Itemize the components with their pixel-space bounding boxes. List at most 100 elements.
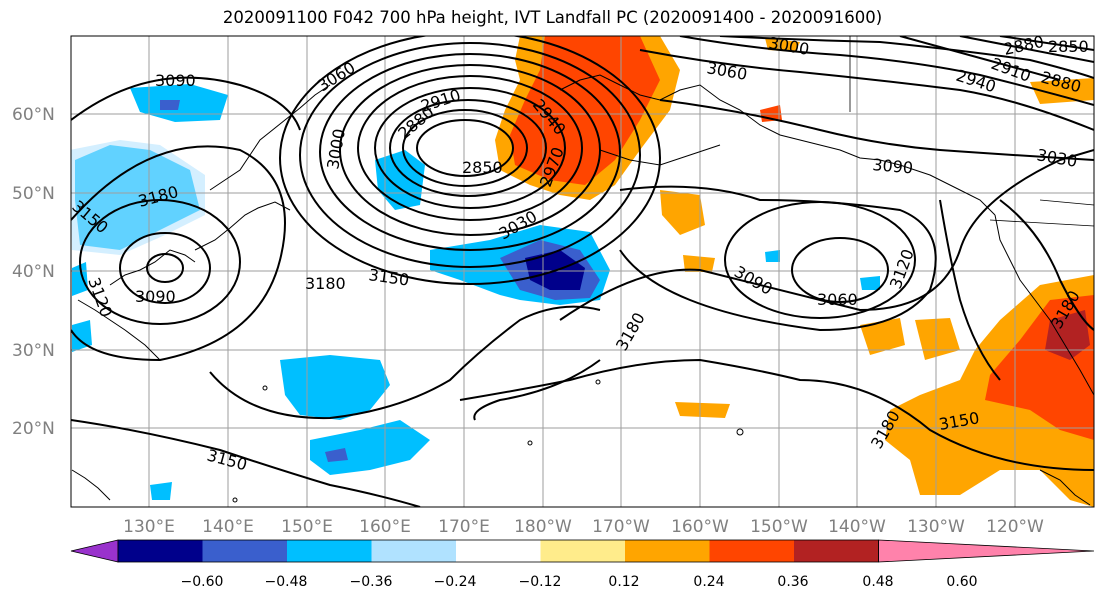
colorbar-segment xyxy=(287,540,372,562)
contour-label: 3060 xyxy=(705,58,748,84)
contour-label: 3180 xyxy=(305,274,346,293)
contour-line xyxy=(319,53,621,251)
colorbar-tick-label: 0.36 xyxy=(777,574,808,590)
colorbar-tick-label: −0.60 xyxy=(181,574,224,590)
contour-line xyxy=(79,199,241,325)
lat-label: 20°N xyxy=(12,419,55,439)
contour-line xyxy=(719,36,1094,79)
contour-line xyxy=(559,149,1094,321)
ivt-shading xyxy=(71,36,1094,507)
contour-label: 3150 xyxy=(367,265,410,289)
contour-line xyxy=(339,64,601,236)
contour-line xyxy=(119,232,211,304)
island xyxy=(527,440,533,446)
longitude-labels: 130°E 140°E 150°E 160°E 170°E 180°W 170°… xyxy=(123,517,1044,537)
lon-label: 170°E xyxy=(438,517,490,537)
contour-label: 3120 xyxy=(84,275,116,320)
negative-anomaly-patch xyxy=(860,276,880,290)
graticule xyxy=(71,36,1094,507)
positive-anomaly-patch xyxy=(860,318,905,355)
contour-label: 2850 xyxy=(462,158,503,177)
island xyxy=(232,497,238,503)
latitude-labels: 60°N 50°N 40°N 30°N 20°N xyxy=(12,105,55,439)
contour-label: 3000 xyxy=(767,33,810,59)
lon-label: 140°E xyxy=(202,517,254,537)
lon-label: 160°W xyxy=(671,517,729,537)
island xyxy=(595,379,601,385)
contour-line xyxy=(939,199,1001,381)
coastline xyxy=(1039,469,1091,506)
negative-anomaly-core xyxy=(325,448,348,462)
border xyxy=(1039,199,1094,206)
positive-anomaly-patch xyxy=(675,402,730,418)
lon-label: 160°E xyxy=(359,517,411,537)
colorbar-tick-label: −0.36 xyxy=(350,574,393,590)
lon-label: 180°W xyxy=(514,517,572,537)
positive-anomaly-patch xyxy=(915,318,960,360)
contour-line xyxy=(459,358,1094,471)
positive-anomaly-patch xyxy=(1030,78,1094,104)
contour-line xyxy=(999,36,1094,51)
lat-label: 50°N xyxy=(12,184,55,204)
colorbar-segment xyxy=(118,540,203,562)
colorbar-segment xyxy=(540,540,626,562)
lon-label: 170°W xyxy=(592,517,650,537)
colorbar-tick-label: 0.12 xyxy=(608,574,639,590)
contour-label: 3060 xyxy=(817,290,858,309)
colorbar-ticks: −0.60 −0.48 −0.36 −0.24 −0.12 0.12 0.24 … xyxy=(181,574,978,590)
coastline xyxy=(71,469,111,501)
negative-anomaly-patch xyxy=(72,320,92,352)
colorbar-tick-label: 0.24 xyxy=(693,574,724,590)
contour-label: 2850 xyxy=(1048,37,1089,56)
lon-label: 140°W xyxy=(828,517,886,537)
map-frame xyxy=(70,35,1095,508)
contour-line xyxy=(679,36,1094,106)
colorbar-outline xyxy=(117,539,879,563)
map-title: 2020091100 F042 700 hPa height, IVT Land… xyxy=(222,8,883,27)
contour-line xyxy=(374,87,566,209)
negative-anomaly-light xyxy=(71,140,205,255)
lat-label: 60°N xyxy=(12,105,55,125)
colorbar-segment xyxy=(371,540,457,562)
contour-label: 3180 xyxy=(612,309,649,354)
colorbar-segment xyxy=(625,540,710,562)
contour-line xyxy=(659,99,1094,161)
contour-line xyxy=(639,49,1094,131)
colorbar-segment xyxy=(456,540,541,562)
contour-line xyxy=(959,36,1094,63)
contour-line xyxy=(416,119,514,177)
border xyxy=(989,219,1094,227)
positive-anomaly-patch xyxy=(660,190,705,235)
contour-label: 3090 xyxy=(872,155,914,177)
coastline xyxy=(194,201,291,251)
lon-label: 130°E xyxy=(123,517,175,537)
lat-label: 40°N xyxy=(12,262,55,282)
colorbar-segment xyxy=(202,540,288,562)
lon-label: 120°W xyxy=(986,517,1044,537)
contour-label: 3060 xyxy=(314,58,359,96)
colorbar-tick-label: −0.24 xyxy=(434,574,477,590)
colorbar-extend-low xyxy=(70,539,119,563)
contour-line xyxy=(71,145,286,362)
contour-label: 3090 xyxy=(135,287,176,306)
contour-line xyxy=(279,36,661,285)
contour-line xyxy=(357,75,583,221)
lon-label: 150°W xyxy=(750,517,808,537)
contour-line xyxy=(999,199,1094,331)
contour-line xyxy=(71,419,421,507)
coastline xyxy=(77,299,161,361)
positive-anomaly-patch xyxy=(683,255,715,272)
colorbar-tick-label: −0.48 xyxy=(265,574,308,590)
colorbar-tick-label: 0.48 xyxy=(862,574,893,590)
contour-line xyxy=(299,42,641,268)
lon-label: 130°W xyxy=(907,517,965,537)
contour-line xyxy=(899,36,1061,81)
contour-label: 3030 xyxy=(1035,145,1078,171)
negative-anomaly-patch xyxy=(765,250,780,262)
contour-line xyxy=(402,109,528,187)
colorbar-extend-high xyxy=(878,539,1095,563)
contour-line xyxy=(71,76,301,131)
colorbar-segment xyxy=(709,540,795,562)
contour-line xyxy=(473,359,601,421)
coastline xyxy=(209,84,331,191)
